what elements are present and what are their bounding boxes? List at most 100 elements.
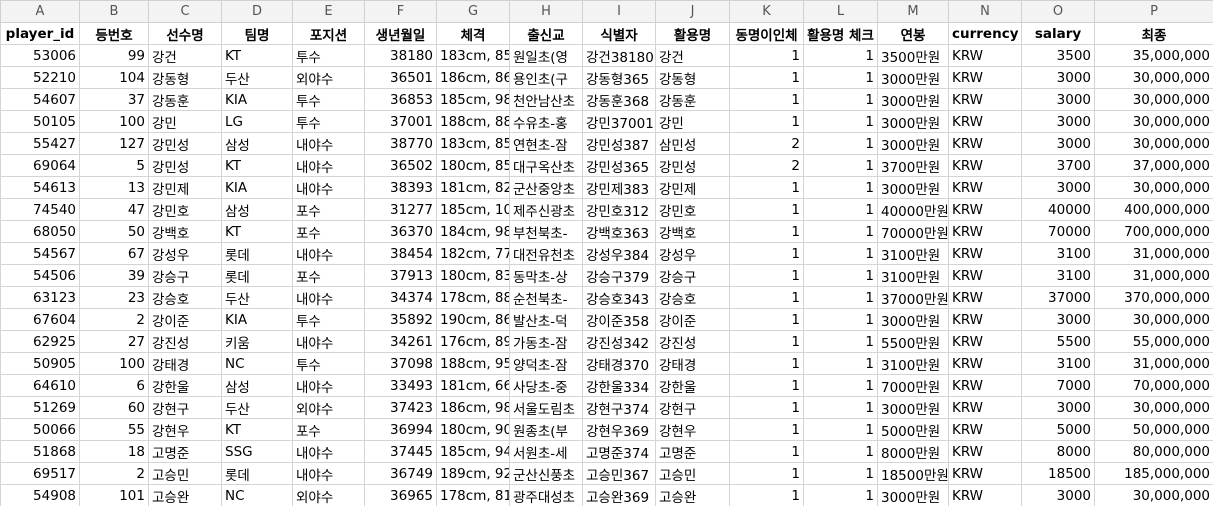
table-cell[interactable]: 강태경370 bbox=[582, 352, 656, 375]
table-cell[interactable]: 30,000,000 bbox=[1094, 132, 1213, 155]
table-cell[interactable]: 내야수 bbox=[292, 330, 365, 353]
table-cell[interactable]: 34374 bbox=[364, 286, 437, 309]
table-cell[interactable]: 5000 bbox=[1021, 418, 1095, 441]
table-cell[interactable]: 강건38180 bbox=[582, 44, 656, 67]
table-cell[interactable]: 38393 bbox=[364, 176, 437, 199]
table-cell[interactable]: 3000 bbox=[1021, 308, 1095, 331]
table-cell[interactable]: 55427 bbox=[0, 132, 80, 155]
table-cell[interactable]: 강성우 bbox=[148, 242, 222, 265]
table-cell[interactable]: 1 bbox=[803, 198, 878, 221]
table-cell[interactable]: 두산 bbox=[221, 66, 293, 89]
table-cell[interactable]: 3100만원 bbox=[877, 242, 949, 265]
table-cell[interactable]: 34261 bbox=[364, 330, 437, 353]
table-cell[interactable]: 강현우369 bbox=[582, 418, 656, 441]
table-cell[interactable]: 69064 bbox=[0, 154, 80, 177]
table-cell[interactable]: KRW bbox=[948, 176, 1022, 199]
table-cell[interactable]: KRW bbox=[948, 396, 1022, 419]
table-cell[interactable]: 강태경 bbox=[655, 352, 730, 375]
column-header-a[interactable]: A bbox=[0, 0, 80, 23]
table-cell[interactable]: 37,000,000 bbox=[1094, 154, 1213, 177]
table-cell[interactable]: 33493 bbox=[364, 374, 437, 397]
table-cell[interactable]: 강한울334 bbox=[582, 374, 656, 397]
column-header-m[interactable]: M bbox=[877, 0, 949, 23]
table-cell[interactable]: 강승구379 bbox=[582, 264, 656, 287]
table-cell[interactable]: 100 bbox=[79, 110, 149, 133]
table-cell[interactable]: 190cm, 86 bbox=[436, 308, 510, 331]
table-cell[interactable]: 원일초(영 bbox=[509, 44, 583, 67]
table-cell[interactable]: 외야수 bbox=[292, 484, 365, 506]
table-cell[interactable]: 서원초-세 bbox=[509, 440, 583, 463]
table-cell[interactable]: 두산 bbox=[221, 286, 293, 309]
table-cell[interactable]: 강백호363 bbox=[582, 220, 656, 243]
header-cell[interactable]: 선수명 bbox=[148, 22, 222, 45]
table-cell[interactable]: 투수 bbox=[292, 308, 365, 331]
table-cell[interactable]: 1 bbox=[729, 220, 804, 243]
table-cell[interactable]: 31,000,000 bbox=[1094, 242, 1213, 265]
table-cell[interactable]: 5 bbox=[79, 154, 149, 177]
table-cell[interactable]: 183cm, 85 bbox=[436, 132, 510, 155]
table-cell[interactable]: 39 bbox=[79, 264, 149, 287]
table-cell[interactable]: NC bbox=[221, 484, 293, 506]
column-header-j[interactable]: J bbox=[655, 0, 730, 23]
table-cell[interactable]: 강백호 bbox=[655, 220, 730, 243]
table-cell[interactable]: 3000만원 bbox=[877, 396, 949, 419]
table-cell[interactable]: 1 bbox=[803, 330, 878, 353]
table-cell[interactable]: 3500만원 bbox=[877, 44, 949, 67]
table-cell[interactable]: 1 bbox=[729, 66, 804, 89]
column-header-c[interactable]: C bbox=[148, 0, 222, 23]
table-cell[interactable]: 2 bbox=[79, 308, 149, 331]
table-cell[interactable]: 양덕초-잠 bbox=[509, 352, 583, 375]
table-cell[interactable]: 47 bbox=[79, 198, 149, 221]
table-cell[interactable]: NC bbox=[221, 352, 293, 375]
table-cell[interactable]: 54506 bbox=[0, 264, 80, 287]
table-cell[interactable]: 3100 bbox=[1021, 352, 1095, 375]
table-cell[interactable]: 31,000,000 bbox=[1094, 264, 1213, 287]
table-cell[interactable]: 1 bbox=[729, 264, 804, 287]
table-cell[interactable]: 1 bbox=[803, 154, 878, 177]
table-cell[interactable]: 군산중앙초 bbox=[509, 176, 583, 199]
table-cell[interactable]: 1 bbox=[803, 66, 878, 89]
table-cell[interactable]: 포수 bbox=[292, 220, 365, 243]
table-cell[interactable]: 180cm, 83 bbox=[436, 264, 510, 287]
table-cell[interactable]: 부천북초- bbox=[509, 220, 583, 243]
table-cell[interactable]: 대전유천초 bbox=[509, 242, 583, 265]
table-cell[interactable]: 36749 bbox=[364, 462, 437, 485]
table-cell[interactable]: 60 bbox=[79, 396, 149, 419]
table-cell[interactable]: 강한울 bbox=[655, 374, 730, 397]
table-cell[interactable]: 3000 bbox=[1021, 176, 1095, 199]
table-cell[interactable]: 강이준 bbox=[148, 308, 222, 331]
table-cell[interactable]: 3700 bbox=[1021, 154, 1095, 177]
table-cell[interactable]: KRW bbox=[948, 352, 1022, 375]
table-cell[interactable]: 189cm, 92 bbox=[436, 462, 510, 485]
column-header-k[interactable]: K bbox=[729, 0, 804, 23]
table-cell[interactable]: 185cm, 98 bbox=[436, 88, 510, 111]
table-cell[interactable]: 37423 bbox=[364, 396, 437, 419]
table-cell[interactable]: 강성우384 bbox=[582, 242, 656, 265]
table-cell[interactable]: 1 bbox=[803, 264, 878, 287]
table-cell[interactable]: 강승호 bbox=[655, 286, 730, 309]
table-cell[interactable]: KRW bbox=[948, 110, 1022, 133]
table-cell[interactable]: 강민37001 bbox=[582, 110, 656, 133]
table-cell[interactable]: 37001 bbox=[364, 110, 437, 133]
header-cell[interactable]: 등번호 bbox=[79, 22, 149, 45]
table-cell[interactable]: 발산초-덕 bbox=[509, 308, 583, 331]
table-cell[interactable]: 51269 bbox=[0, 396, 80, 419]
table-cell[interactable]: 6 bbox=[79, 374, 149, 397]
table-cell[interactable]: 강승호 bbox=[148, 286, 222, 309]
table-cell[interactable]: KRW bbox=[948, 264, 1022, 287]
table-cell[interactable]: 127 bbox=[79, 132, 149, 155]
table-cell[interactable]: 강백호 bbox=[148, 220, 222, 243]
table-cell[interactable]: 182cm, 77 bbox=[436, 242, 510, 265]
table-cell[interactable]: 50 bbox=[79, 220, 149, 243]
table-cell[interactable]: 고명준 bbox=[655, 440, 730, 463]
table-cell[interactable]: 투수 bbox=[292, 44, 365, 67]
table-cell[interactable]: KIA bbox=[221, 176, 293, 199]
column-header-d[interactable]: D bbox=[221, 0, 293, 23]
table-cell[interactable]: 8000만원 bbox=[877, 440, 949, 463]
table-cell[interactable]: 55 bbox=[79, 418, 149, 441]
table-cell[interactable]: 포수 bbox=[292, 418, 365, 441]
table-cell[interactable]: 1 bbox=[803, 242, 878, 265]
table-cell[interactable]: KRW bbox=[948, 286, 1022, 309]
table-cell[interactable]: 강민성 bbox=[148, 132, 222, 155]
table-cell[interactable]: 1 bbox=[729, 198, 804, 221]
